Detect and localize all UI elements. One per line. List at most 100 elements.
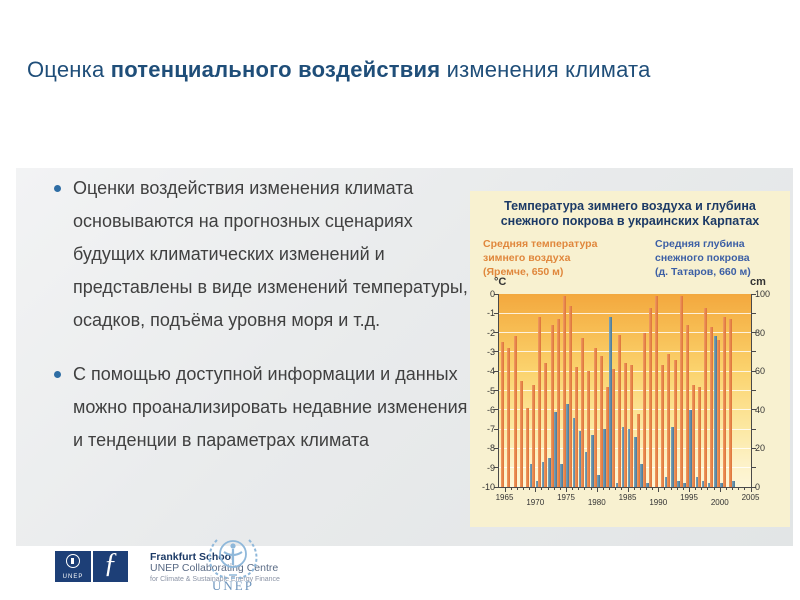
snow-bar [578,431,582,487]
frankfurt-f-icon: ƒ [103,548,118,579]
unep-square-logo: UNEP [55,551,91,582]
snow-bar [732,481,736,487]
x-axis-tick [621,487,623,490]
temp-bar [532,384,536,487]
right-axis-label: 20 [755,443,766,454]
legend-temp-line2: зимнего воздуха [483,252,571,264]
x-axis-tick [750,487,752,492]
x-axis-tick [504,487,506,492]
temp-bar [716,340,720,487]
x-axis-tick [670,487,672,490]
legend-snow-depth: Средняя глубина снежного покрова (д. Тат… [655,237,751,279]
temp-bar [673,359,677,487]
legend-temperature: Средняя температура зимнего воздуха (Яре… [483,237,597,279]
right-axis-tick [752,390,756,391]
left-axis-label: -4 [486,366,495,377]
title-suffix: изменения климата [440,57,651,82]
right-axis-tick [752,428,756,430]
x-axis-tick [510,487,512,490]
snow-bar [615,483,619,487]
x-axis-tick [627,487,629,492]
x-axis-tick [732,487,734,490]
legend-snow-line2: снежного покрова [655,252,750,264]
temp-bar [710,326,714,487]
fs-name: Frankfurt School [150,551,235,563]
x-axis-tick [559,487,561,490]
right-axis-label: 60 [755,366,766,377]
temp-bar [599,355,603,487]
chart-title: Температура зимнего воздуха и глубина сн… [470,199,790,229]
x-axis-tick [719,487,721,492]
left-axis-label: -6 [486,404,495,415]
x-axis-tick [572,487,574,490]
x-axis-year-label: 1980 [587,498,606,507]
x-axis-tick [566,487,567,492]
page-title: Оценка потенциального воздействия измене… [27,57,787,83]
temp-bar [648,307,652,487]
chart-title-line1: Температура зимнего воздуха и глубина [504,199,756,213]
x-axis-tick [578,487,580,490]
left-axis-tick [494,428,498,430]
left-axis-label: -7 [486,424,495,435]
temp-bar [624,363,628,487]
unep-logo-label: UNEP [212,578,254,593]
left-axis-label: -10 [481,482,495,492]
left-axis-tick [494,312,498,314]
x-axis-tick [713,487,715,490]
right-axis-tick [752,351,756,353]
right-axis-unit: cm [750,276,766,288]
frankfurt-school-logo: ƒ [93,548,128,582]
x-axis-tick [676,487,678,490]
x-axis-tick [529,487,531,490]
snow-bar [566,404,570,487]
right-axis-label: 100 [755,289,771,299]
left-axis-tick [494,293,498,295]
temp-bar [728,319,732,487]
left-axis-label: -3 [486,346,495,357]
left-axis-label: -1 [486,308,495,319]
left-axis-label: 0 [489,289,495,299]
x-axis-tick [602,487,604,490]
right-axis-tick [752,486,756,488]
gridline [499,332,751,334]
snow-bar [701,481,705,487]
bullet-icon [54,185,61,192]
snow-bar [670,427,674,487]
x-axis-tick [516,487,518,490]
temp-bar [685,324,689,487]
temp-bar [593,348,597,487]
snow-bar [720,483,724,487]
right-axis-tick [752,409,756,411]
x-axis-year-label: 1990 [649,498,668,507]
left-axis-unit: °C [494,276,507,288]
snow-bar [664,477,668,487]
left-axis-tick [494,351,498,353]
x-axis-tick [682,487,684,490]
temp-bar [630,365,634,487]
temp-bar [618,334,622,487]
x-axis-tick [695,487,697,490]
x-axis-tick [553,487,555,490]
temp-bar [722,317,726,487]
temp-bar [538,317,542,487]
temp-bar [679,295,683,487]
snow-bar [591,434,594,487]
x-axis-tick [615,487,617,490]
legend-temp-line1: Средняя температура [483,238,598,250]
snow-bar [560,463,564,487]
temp-bar [605,386,609,487]
right-axis-label: 40 [755,404,766,415]
left-axis-tick [494,447,498,449]
temp-bar [501,342,505,487]
x-axis-year-label: 2000 [710,498,729,507]
x-axis-tick [535,487,537,492]
snow-bar [597,475,601,487]
legend-temp-line3: (Яремче, 650 м) [483,266,564,278]
snow-bar [627,429,631,487]
snow-bar [529,463,533,487]
left-axis-tick [494,409,498,411]
temp-bar [667,353,671,487]
x-axis-year-label: 1975 [557,493,575,502]
x-axis-year-label: 2005 [741,493,760,502]
